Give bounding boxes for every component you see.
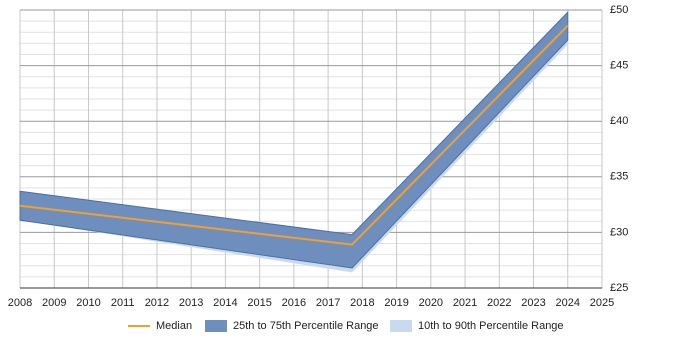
legend-swatch — [205, 320, 227, 332]
x-tick-label: 2013 — [179, 297, 203, 309]
y-tick-label: £30 — [610, 226, 628, 238]
percentile-band — [19, 10, 569, 269]
x-tick-label: 2025 — [590, 297, 614, 309]
median-line — [19, 24, 569, 246]
x-tick-label: 2020 — [419, 297, 443, 309]
x-tick-label: 2012 — [145, 297, 169, 309]
x-tick-label: 2011 — [111, 297, 135, 309]
y-tick-label: £35 — [610, 171, 628, 183]
x-tick-label: 2019 — [384, 297, 408, 309]
legend-label: Median — [156, 320, 192, 332]
y-tick-label: £45 — [610, 60, 628, 72]
x-tick-label: 2009 — [42, 297, 66, 309]
x-tick-label: 2015 — [247, 297, 271, 309]
x-tick-label: 2024 — [556, 297, 580, 309]
x-tick-label: 2010 — [76, 297, 100, 309]
x-tick-label: 2008 — [8, 297, 32, 309]
x-tick-label: 2021 — [453, 297, 477, 309]
legend-swatch — [390, 320, 412, 332]
legend-label: 25th to 75th Percentile Range — [233, 320, 379, 332]
x-tick-label: 2016 — [282, 297, 306, 309]
y-tick-label: £25 — [610, 282, 628, 294]
x-tick-label: 2017 — [316, 297, 340, 309]
x-tick-label: 2023 — [521, 297, 545, 309]
x-tick-label: 2014 — [213, 297, 237, 309]
legend-label: 10th to 90th Percentile Range — [418, 320, 564, 332]
y-tick-label: £50 — [610, 4, 628, 16]
x-tick-label: 2022 — [487, 297, 511, 309]
y-tick-label: £40 — [610, 115, 628, 127]
x-tick-label: 2018 — [350, 297, 374, 309]
